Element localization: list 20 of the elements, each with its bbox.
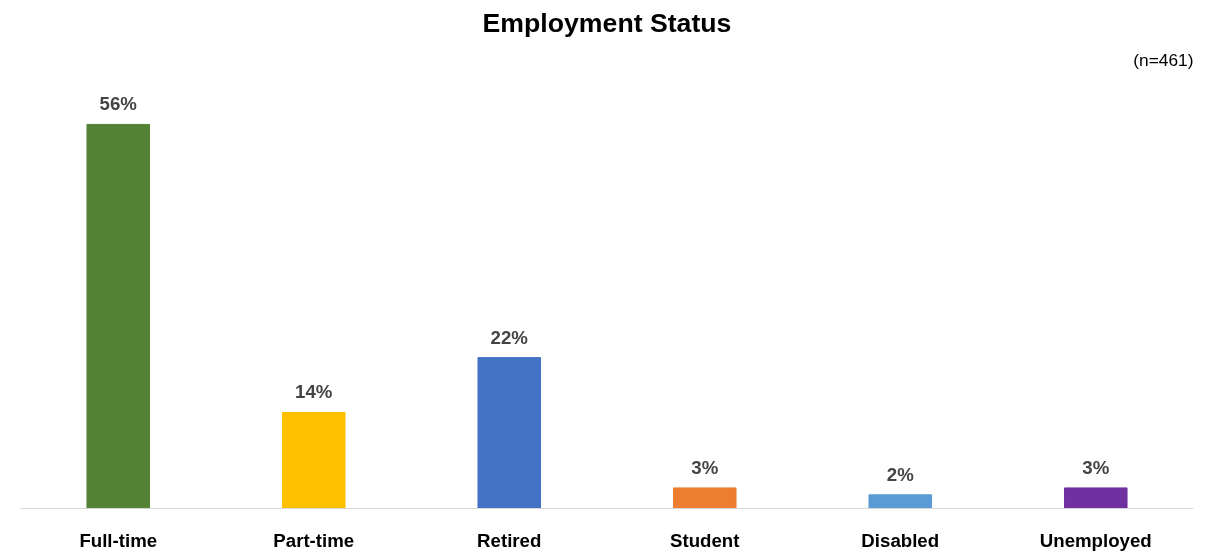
- data-label: 22%: [490, 326, 529, 348]
- data-label: 2%: [886, 463, 915, 485]
- data-label: 56%: [99, 93, 138, 115]
- data-label: 3%: [1082, 456, 1110, 478]
- x-tick-label: Student: [670, 529, 740, 551]
- data-label: 14%: [295, 381, 333, 403]
- bar: [672, 487, 737, 509]
- x-tick-label: Disabled: [861, 529, 940, 551]
- bar: [281, 411, 346, 509]
- bar: [477, 357, 542, 509]
- x-tick-label: Part-time: [273, 529, 355, 551]
- x-tick-label: Unemployed: [1039, 529, 1152, 551]
- text: (n=461): [1133, 49, 1194, 70]
- x-tick-label: Retired: [477, 529, 542, 551]
- x-tick-label: Full-time: [79, 529, 158, 551]
- chart-title: Employment Status: [482, 7, 732, 38]
- data-label: 3%: [691, 456, 719, 478]
- bar: [86, 123, 151, 509]
- bar: [868, 494, 933, 509]
- bar: [1063, 487, 1128, 509]
